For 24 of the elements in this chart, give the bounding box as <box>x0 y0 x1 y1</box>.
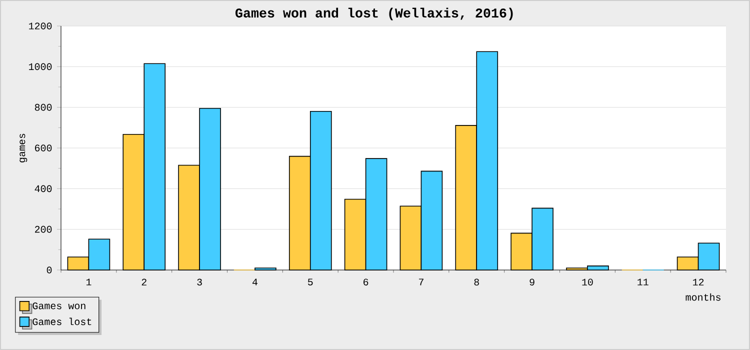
x-tick-label: 11 <box>638 278 648 286</box>
y-axis-title: games <box>20 134 28 162</box>
y-tick-label: 1000 <box>29 63 52 70</box>
x-tick-label: 8 <box>474 278 479 286</box>
y-tick-label: 0 <box>46 266 52 274</box>
x-tick-label: 7 <box>418 278 424 286</box>
x-tick-label: 9 <box>530 278 534 286</box>
x-tick-label: 10 <box>582 278 593 286</box>
x-tick-label: 5 <box>308 278 313 286</box>
y-tick-label: 400 <box>34 185 52 192</box>
y-tick-label: 1200 <box>29 22 52 30</box>
x-tick-label: 1 <box>86 278 92 286</box>
x-tick-label: 4 <box>252 278 258 286</box>
chart-title: Games won and lost (Wellaxis, 2016) <box>236 8 513 20</box>
y-tick-label: 600 <box>35 144 52 152</box>
x-tick-label: 6 <box>364 278 368 286</box>
x-tick-label: 2 <box>142 278 146 286</box>
y-tick-label: 200 <box>34 226 52 233</box>
x-tick-label: 3 <box>197 278 202 286</box>
x-axis-title: months <box>686 293 720 301</box>
legend-label: Games lost <box>32 318 92 326</box>
x-tick-label: 12 <box>693 278 704 286</box>
legend-label: Games won <box>32 302 86 310</box>
y-tick-label: 800 <box>34 104 52 111</box>
